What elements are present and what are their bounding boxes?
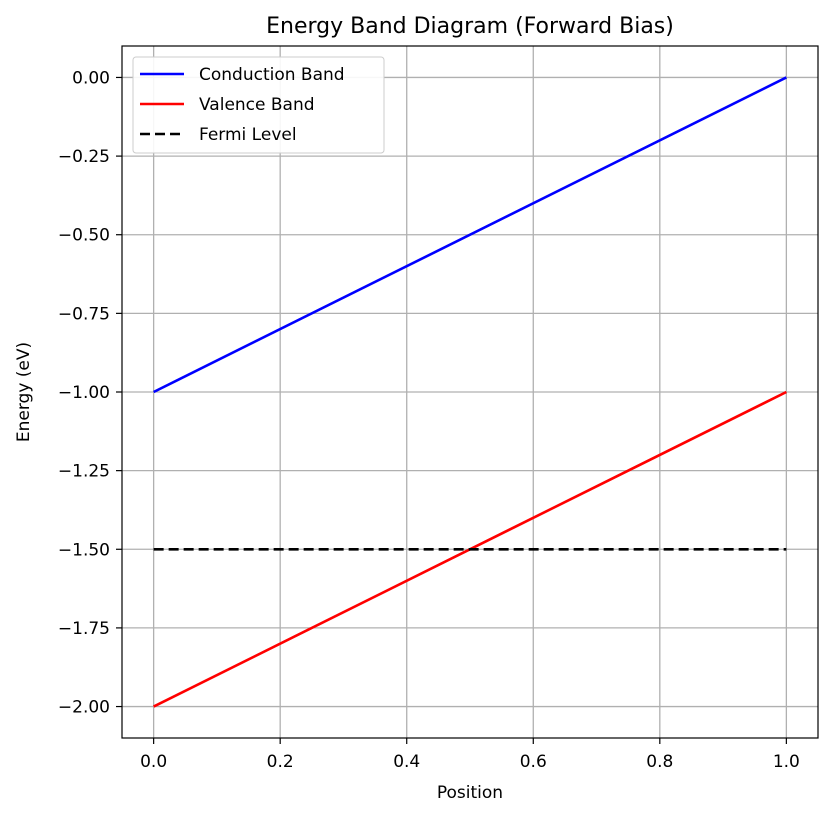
legend-box	[132, 56, 385, 154]
y-tick-label-2-00: −2.00	[58, 698, 110, 718]
legend: Conduction Band Valence Band Fermi Level	[132, 56, 385, 154]
y-tick-label-0-50: −0.50	[58, 226, 110, 246]
legend-label-valence-band: Valence Band	[199, 95, 315, 115]
series-line-conduction-band	[153, 76, 787, 394]
x-tick-label-0-4: 0.4	[393, 752, 420, 772]
x-tick-label-0-8: 0.8	[646, 752, 673, 772]
x-tick-label-0-6: 0.6	[520, 752, 547, 772]
tick-layer: 0.0 0.2 0.4 0.6 0.8 1.0 0.00 −0.25 −0.50 −0.75 −1.…	[58, 68, 800, 772]
legend-label-fermi-level: Fermi Level	[199, 125, 297, 145]
y-axis-label: Energy (eV)	[14, 342, 34, 442]
y-tick-label-0-75: −0.75	[58, 304, 110, 324]
y-tick-label-0-25: −0.25	[58, 147, 110, 167]
y-tick-label-1-00: −1.00	[58, 383, 110, 403]
x-tick-label-1-0: 1.0	[773, 752, 800, 772]
x-tick-label-0-2: 0.2	[267, 752, 294, 772]
y-tick-label-0-00: 0.00	[72, 68, 110, 88]
y-tick-label-1-75: −1.75	[58, 619, 110, 639]
x-axis-label: Position	[437, 783, 503, 803]
x-tick-label-0-0: 0.0	[140, 752, 167, 772]
y-tick-label-1-50: −1.50	[58, 540, 110, 560]
chart-title: Energy Band Diagram (Forward Bias)	[266, 14, 674, 39]
y-tick-label-1-25: −1.25	[58, 462, 110, 482]
legend-label-conduction-band: Conduction Band	[199, 65, 345, 85]
series-layer	[153, 76, 787, 708]
